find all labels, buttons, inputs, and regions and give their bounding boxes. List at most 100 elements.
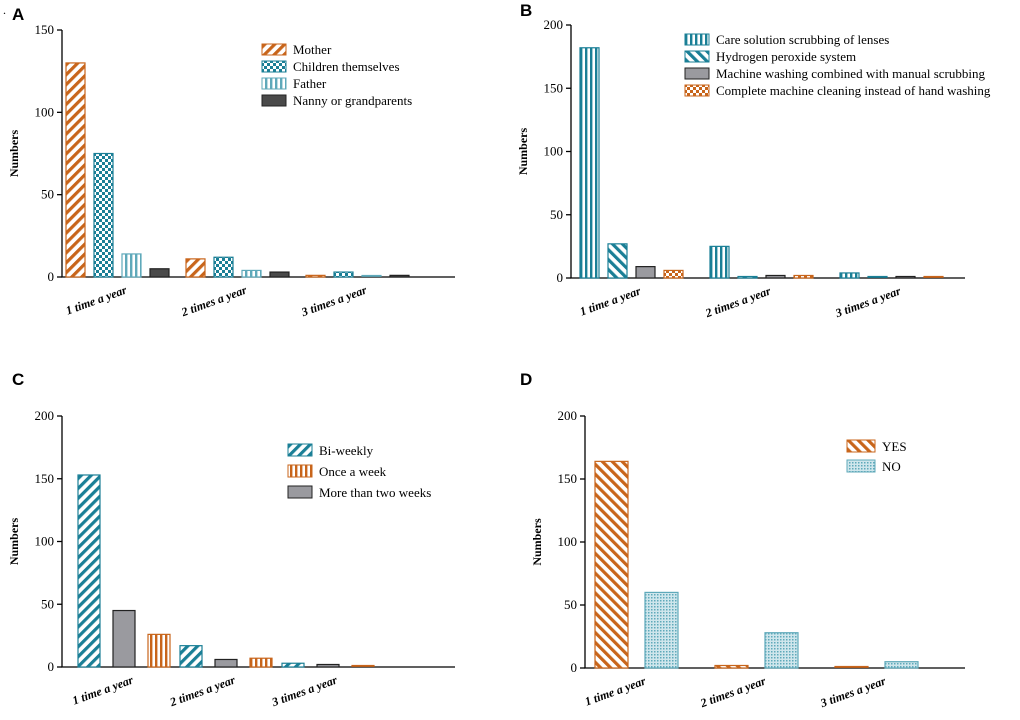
bar-children-themselves-3	[333, 271, 354, 278]
legend-label: More than two weeks	[319, 485, 431, 500]
y-axis-title: Numbers	[530, 518, 544, 566]
bar-mother-3	[305, 274, 326, 278]
legend-swatch	[846, 439, 876, 453]
x-category-label: 3 times a year	[818, 674, 888, 711]
bar-father-3	[361, 274, 382, 277]
bar-nanny-or-grandparents-1	[149, 268, 170, 278]
legend-swatch	[684, 84, 710, 97]
bar-children-themselves-2	[213, 256, 234, 278]
legend-label: Bi-weekly	[319, 443, 374, 458]
legend-swatch	[261, 77, 287, 90]
legend-label: Once a week	[319, 464, 387, 479]
bar-care-solution-scrubbing-of-lenses-1	[579, 47, 600, 279]
legend-swatch	[287, 464, 313, 478]
bar-machine-washing-combined-with-manual-scrubbing-2	[765, 274, 786, 279]
corner-mark: .	[3, 3, 6, 17]
legend-swatch	[287, 485, 313, 499]
legend-swatch	[846, 459, 876, 473]
x-category-label: 3 times a year	[269, 673, 339, 710]
legend: Mother Children themselves Father Nanny or …	[261, 42, 412, 108]
x-category-label: 1 time a year	[578, 284, 643, 319]
legend-swatch	[261, 43, 287, 56]
bar-hydrogen-peroxide-system-3	[867, 275, 888, 278]
bar-no-1	[644, 591, 679, 669]
bar-yes-1	[594, 460, 629, 669]
legend-label: Hydrogen peroxide system	[716, 49, 856, 64]
y-tick-label: 0	[571, 660, 578, 675]
legend: Care solution scrubbing of lenses Hydroge…	[684, 32, 991, 98]
y-axis-title: Numbers	[516, 128, 530, 176]
x-category-label: 2 times a year	[179, 283, 249, 320]
y-tick-label: 150	[544, 80, 564, 95]
y-tick-label: 200	[35, 408, 55, 423]
legend-label: Nanny or grandparents	[293, 93, 412, 108]
panel-a: A 0 50 100 150 Numbers 1 time a year 2 times a …	[7, 5, 455, 320]
bar-complete-machine-cleaning-instead-of-hand-washing-3	[923, 275, 944, 278]
bar-more-than-two-weeks-1	[112, 609, 136, 668]
legend-label: NO	[882, 459, 901, 474]
bar-machine-washing-combined-with-manual-scrubbing-3	[895, 275, 916, 279]
bar-nanny-or-grandparents-3	[389, 274, 410, 278]
bar-more-than-two-weeks-3	[316, 663, 340, 668]
bar-bi-weekly-1	[77, 474, 101, 668]
bar-father-1	[121, 253, 142, 278]
bar-children-themselves-1	[93, 152, 114, 278]
legend-swatch	[684, 50, 710, 63]
x-category-label: 2 times a year	[167, 673, 237, 710]
bar-hydrogen-peroxide-system-1	[607, 243, 628, 279]
panel-c: C 0 50 100 150 200 Numbers 1 time a year 2 times…	[7, 370, 455, 710]
legend-label: Care solution scrubbing of lenses	[716, 32, 889, 47]
y-tick-label: 0	[48, 269, 55, 284]
legend-swatch	[684, 67, 710, 80]
x-category-label: 1 time a year	[583, 674, 648, 709]
bar-once-a-week-3	[351, 664, 375, 667]
legend-label: YES	[882, 439, 907, 454]
bar-complete-machine-cleaning-instead-of-hand-washing-1	[663, 269, 684, 279]
x-category-label: 3 times a year	[833, 284, 903, 321]
y-tick-label: 100	[35, 104, 55, 119]
bar-machine-washing-combined-with-manual-scrubbing-1	[635, 266, 656, 279]
y-tick-label: 50	[41, 596, 54, 611]
bar-bi-weekly-3	[281, 662, 305, 668]
y-tick-label: 150	[35, 22, 55, 37]
x-category-label: 3 times a year	[299, 283, 369, 320]
y-tick-label: 150	[558, 471, 578, 486]
legend-label: Children themselves	[293, 59, 400, 74]
y-tick-label: 0	[557, 270, 564, 285]
panel-letter: D	[520, 370, 532, 389]
y-tick-label: 150	[35, 471, 55, 486]
axis-lines	[584, 416, 965, 669]
legend-label: Father	[293, 76, 327, 91]
y-tick-label: 100	[544, 144, 564, 159]
bar-more-than-two-weeks-2	[214, 658, 238, 668]
bar-care-solution-scrubbing-of-lenses-3	[839, 272, 860, 279]
y-tick-label: 50	[41, 187, 54, 202]
bar-once-a-week-1	[147, 633, 171, 668]
legend-label: Complete machine cleaning instead of han…	[716, 83, 991, 98]
bar-bi-weekly-2	[179, 645, 203, 668]
x-category-label: 1 time a year	[64, 283, 129, 318]
y-tick-label: 50	[564, 597, 577, 612]
x-category-label: 2 times a year	[703, 284, 773, 321]
legend-label: Machine washing combined with manual scr…	[716, 66, 985, 81]
x-category-label: 2 times a year	[698, 674, 768, 711]
bar-nanny-or-grandparents-2	[269, 271, 290, 278]
panel-letter: B	[520, 1, 532, 20]
bar-mother-1	[65, 62, 86, 278]
y-tick-label: 200	[558, 408, 578, 423]
y-tick-label: 50	[550, 207, 563, 222]
bar-hydrogen-peroxide-system-2	[737, 275, 758, 279]
bar-mother-2	[185, 258, 206, 278]
y-tick-label: 200	[544, 17, 564, 32]
legend-label: Mother	[293, 42, 332, 57]
y-axis-title: Numbers	[7, 518, 21, 566]
legend-swatch	[287, 443, 313, 457]
y-tick-label: 0	[48, 659, 55, 674]
bar-no-2	[764, 632, 799, 669]
panel-letter: A	[12, 5, 24, 24]
y-tick-label: 100	[35, 534, 55, 549]
bar-father-2	[241, 269, 262, 278]
panel-d: D 0 50 100 150 200 Numbers 1 time a year 2 times…	[520, 370, 965, 711]
y-axis-title: Numbers	[7, 130, 21, 178]
bar-care-solution-scrubbing-of-lenses-2	[709, 245, 730, 279]
